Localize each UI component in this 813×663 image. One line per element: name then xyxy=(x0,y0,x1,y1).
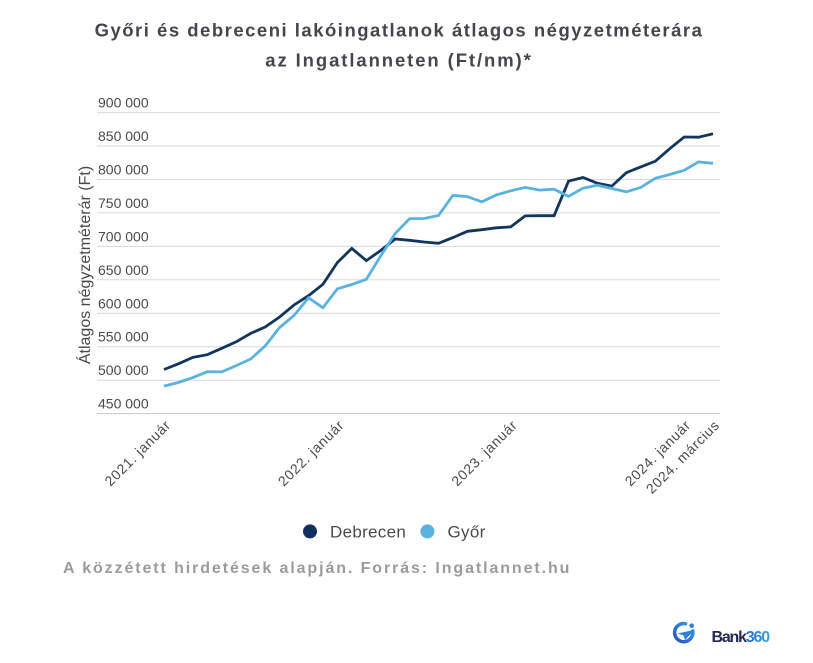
svg-text:500 000: 500 000 xyxy=(98,362,149,378)
svg-text:Győr: Győr xyxy=(448,523,486,542)
svg-text:550 000: 550 000 xyxy=(98,329,149,345)
svg-text:2023. január: 2023. január xyxy=(448,417,520,489)
svg-text:850 000: 850 000 xyxy=(98,128,149,144)
svg-text:600 000: 600 000 xyxy=(98,295,149,311)
svg-text:900 000: 900 000 xyxy=(98,95,149,111)
svg-text:450 000: 450 000 xyxy=(98,396,149,412)
svg-text:Debrecen: Debrecen xyxy=(330,523,406,542)
svg-text:Győri és debreceni lakóingatla: Győri és debreceni lakóingatlanok átlago… xyxy=(95,20,704,41)
svg-text:Átlagos négyzetméterár (Ft): Átlagos négyzetméterár (Ft) xyxy=(75,166,94,364)
svg-text:750 000: 750 000 xyxy=(98,195,149,211)
svg-text:700 000: 700 000 xyxy=(98,228,149,244)
svg-text:az Ingatlanneten (Ft/nm)*: az Ingatlanneten (Ft/nm)* xyxy=(265,50,532,71)
svg-text:650 000: 650 000 xyxy=(98,262,149,278)
svg-text:A közzétett hirdetések alapján: A közzétett hirdetések alapján. Forrás: … xyxy=(63,560,571,577)
svg-text:2021. január: 2021. január xyxy=(101,417,173,489)
svg-text:Bank360: Bank360 xyxy=(712,629,771,646)
svg-text:800 000: 800 000 xyxy=(98,162,149,178)
svg-text:2022. január: 2022. január xyxy=(275,417,347,489)
